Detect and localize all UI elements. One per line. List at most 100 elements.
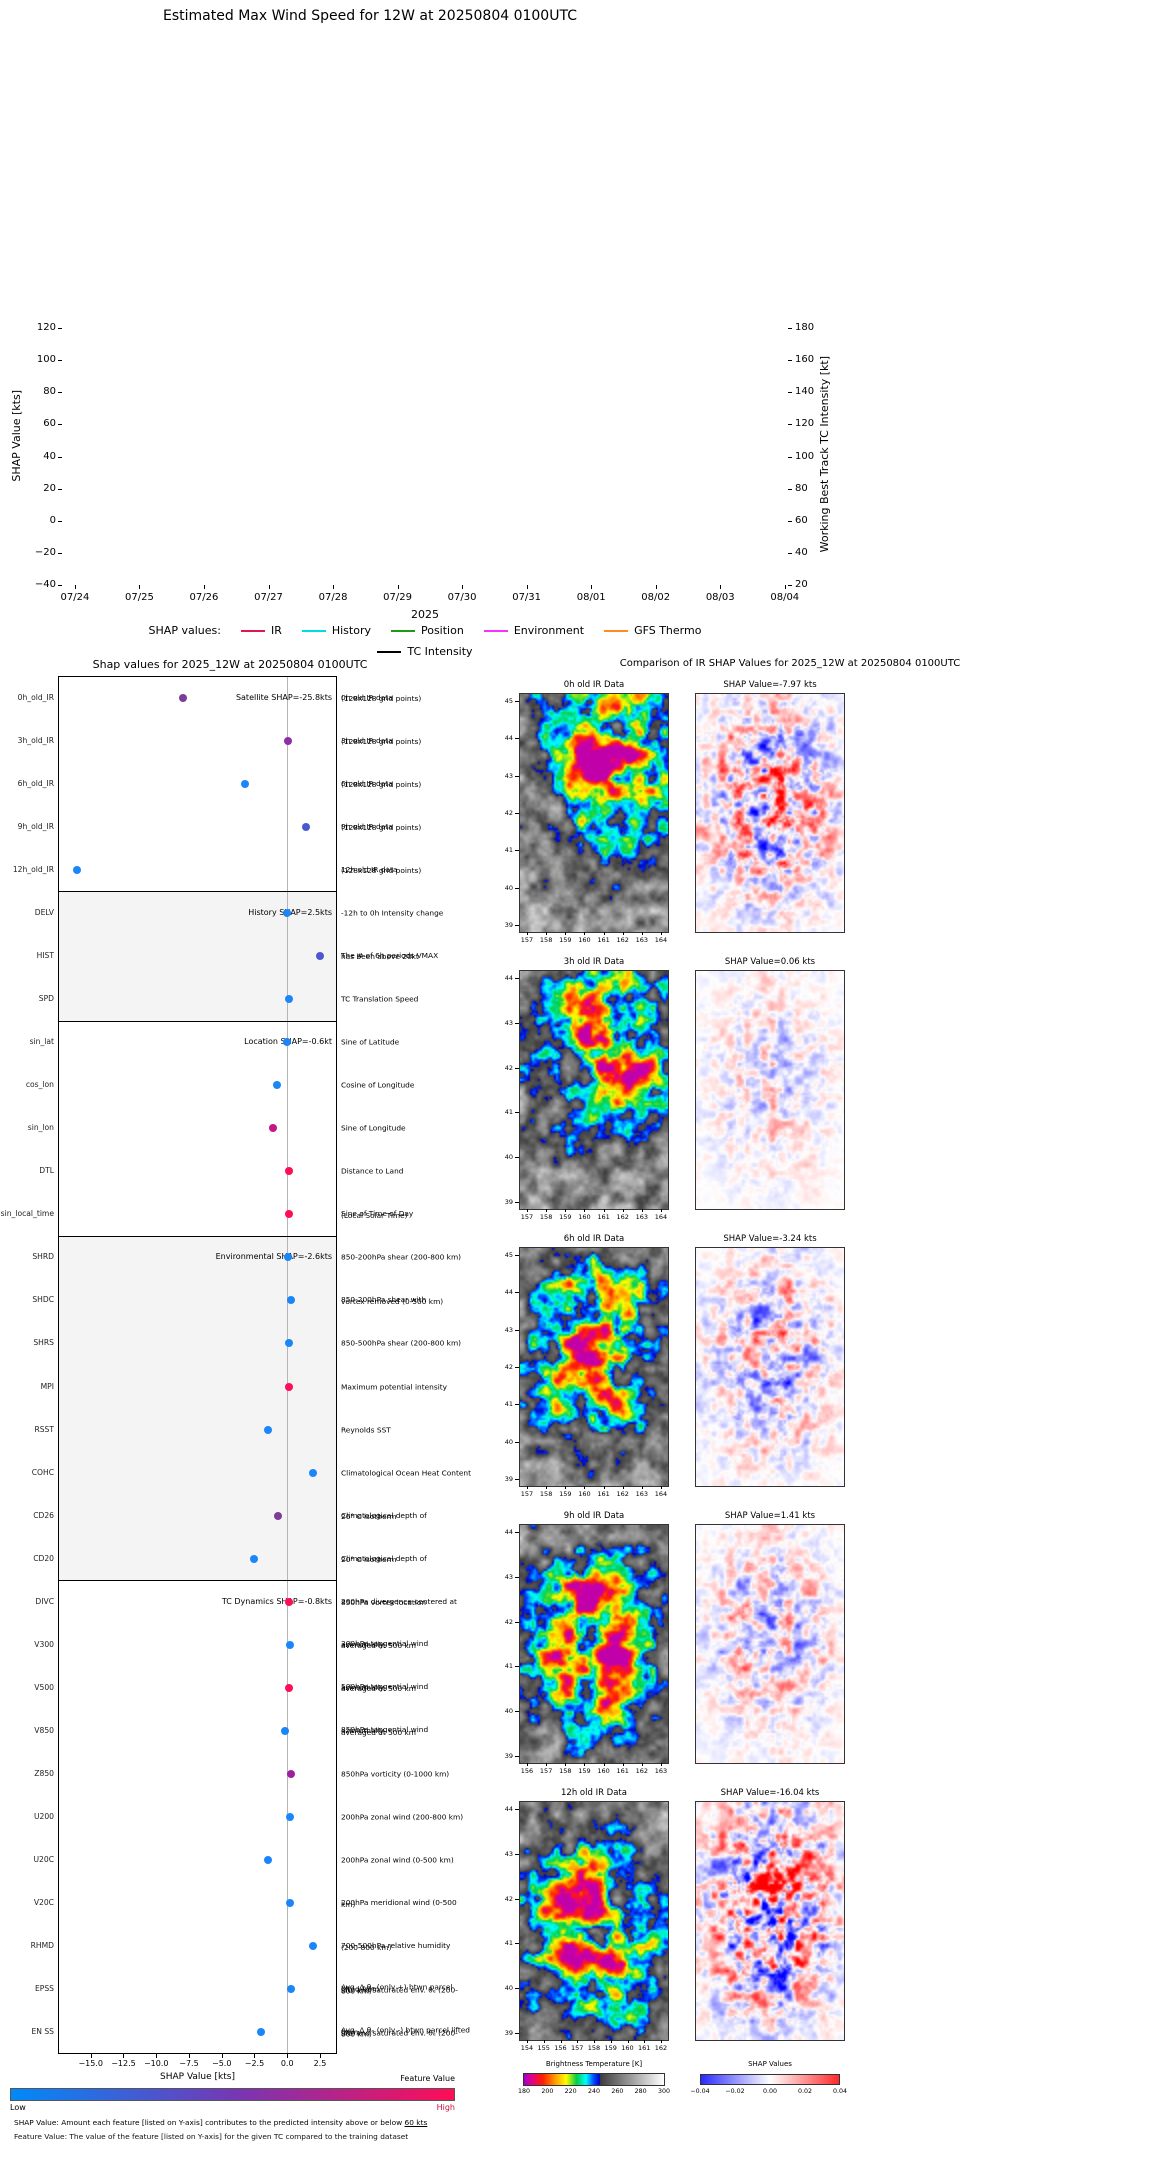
sf-xtick-label: −12.5 (111, 2059, 136, 2068)
lon-tick-mark (565, 1763, 567, 1766)
bt-cb-tick-label: 180 (517, 2088, 531, 2095)
shap-dot (250, 1554, 259, 1563)
feature-name-label: V20C (33, 1898, 54, 1908)
group-header: Location SHAP=-0.6kt (244, 1037, 332, 1047)
feature-desc: Sine of Time of Day (Local Solar Time) (341, 1209, 414, 1220)
feature-name-label: CD20 (33, 1553, 54, 1563)
lon-tick-mark (603, 1486, 605, 1489)
lat-tick-label: 40 (504, 1984, 513, 1993)
shap-colorbar (700, 2074, 840, 2085)
ts-ytick-label-right: 60 (795, 514, 808, 526)
lon-tick-label: 162 (616, 1213, 629, 1221)
lon-tick-mark (661, 1209, 662, 1212)
lon-tick-mark (661, 932, 662, 935)
lat-tick-mark (515, 1943, 519, 1945)
ts-ytick-mark-left (58, 585, 62, 586)
feature-name-label: sin_local_time (0, 1209, 54, 1219)
feature-desc: Reynolds SST (341, 1424, 391, 1434)
lat-tick-label: 42 (504, 1617, 513, 1626)
lon-tick-label: 163 (635, 936, 649, 944)
feature-desc: 850hPa vorticity (0-1000 km) (341, 1769, 450, 1779)
legend-line-sample (301, 629, 326, 632)
ts-ytick-label-left: 0 (49, 514, 56, 526)
shap-dot (283, 1253, 292, 1262)
feature-desc: 200hPa zonal wind (0-500 km) (341, 1855, 454, 1865)
shap-dot (284, 1683, 293, 1692)
ir-map-title: 9h old IR Data (563, 1511, 625, 1521)
ts-legend-row1: SHAP values: IR History Position Environment… (62, 624, 788, 637)
bt-cb-tick-label: 200 (541, 2088, 554, 2095)
shap-dot (269, 1124, 278, 1133)
feature-desc: Distance to Land (341, 1166, 404, 1176)
ts-xtick-mark (526, 585, 528, 589)
lat-tick-label: 43 (504, 1849, 513, 1858)
lon-tick-label: 160 (578, 936, 591, 944)
lat-tick-mark (515, 925, 519, 926)
feature-name-label: 0h_old_IR (17, 692, 54, 702)
ts-xtick-mark (462, 585, 464, 589)
lon-tick-label: 161 (616, 1767, 629, 1775)
shap-map-image-2 (695, 1247, 845, 1487)
ts-legend-label: Position (420, 624, 464, 637)
sf-xtick-label: −7.5 (179, 2059, 199, 2068)
shap-dot (178, 693, 187, 702)
ir-map-image-3 (519, 1524, 669, 1764)
lat-tick-mark (515, 775, 519, 777)
lat-tick-mark (515, 1532, 519, 1533)
lon-tick-label: 163 (635, 1213, 649, 1221)
lat-tick-label: 43 (504, 1572, 513, 1581)
feature-desc: Climatological depth of 26° C isotherm (341, 1510, 427, 1521)
feature-desc: 300hPa tangential wind azimuthally avera… (341, 1639, 429, 1651)
feature-name-label: DIVC (35, 1596, 54, 1606)
ts-xtick-label: 07/28 (318, 592, 348, 603)
shap-map-image-0 (695, 693, 845, 933)
lat-tick-label: 42 (504, 809, 513, 817)
lat-tick-mark (515, 1157, 519, 1159)
lon-tick-mark (603, 1209, 605, 1212)
lon-tick-mark (546, 1763, 548, 1766)
bt-colorbar (523, 2073, 665, 2086)
lon-tick-label: 160 (621, 2044, 634, 2052)
lon-tick-mark (527, 932, 528, 935)
lon-tick-label: 160 (597, 1767, 610, 1775)
ts-ytick-label-left: 80 (43, 386, 56, 398)
shap-map-image-3 (695, 1524, 845, 1764)
feature-name-label: DELV (34, 907, 54, 917)
lat-tick-mark (515, 738, 519, 740)
lat-tick-label: 44 (504, 1288, 513, 1297)
lon-tick-mark (527, 1209, 528, 1212)
lon-tick-mark (565, 1486, 567, 1489)
group-header: Satellite SHAP=-25.8kts (235, 692, 332, 702)
feature-desc: 850hPa tangential wind azimuthally avera… (341, 1725, 429, 1737)
shap-dot (285, 994, 294, 1003)
feature-desc: 850-500hPa shear (200-800 km) (341, 1338, 462, 1348)
lon-tick-mark (641, 932, 643, 935)
ts-ytick-mark-left (58, 520, 62, 522)
shap-dot (284, 1339, 293, 1348)
lon-tick-mark (527, 1763, 528, 1766)
shap-dot (287, 1770, 296, 1779)
feature-desc: 850-200hPa shear (200-800 km) (341, 1252, 462, 1262)
ts-ytick-label-left: 60 (43, 418, 56, 430)
bt-cb-tick-label: 260 (611, 2088, 624, 2095)
lat-tick-label: 41 (504, 1400, 513, 1409)
sf-xtick-label: −5.0 (212, 2059, 232, 2068)
legend-line-sample (483, 629, 508, 632)
feature-name-label: sin_lon (27, 1123, 54, 1133)
shap-map-title: SHAP Value=1.41 kts (724, 1511, 816, 1521)
ts-ytick-mark-left (58, 328, 62, 329)
ts-ytick-mark-left (58, 552, 62, 554)
ts-ytick-label-left: 20 (43, 482, 56, 494)
feature-value-colorbar (10, 2088, 455, 2101)
ts-xtick-mark (139, 585, 141, 589)
lon-tick-label: 164 (654, 1213, 668, 1221)
lat-tick-mark (515, 1621, 519, 1623)
main-title: Estimated Max Wind Speed for 12W at 2025… (163, 8, 577, 24)
shap-dot (283, 908, 292, 917)
lon-tick-mark (584, 1763, 586, 1766)
ts-legend-entry: History (301, 624, 371, 637)
feature-desc: 0h old IR data (128x128 grid points) (341, 692, 422, 703)
lat-tick-label: 41 (504, 1939, 513, 1948)
ts-ytick-mark-right (788, 488, 792, 490)
